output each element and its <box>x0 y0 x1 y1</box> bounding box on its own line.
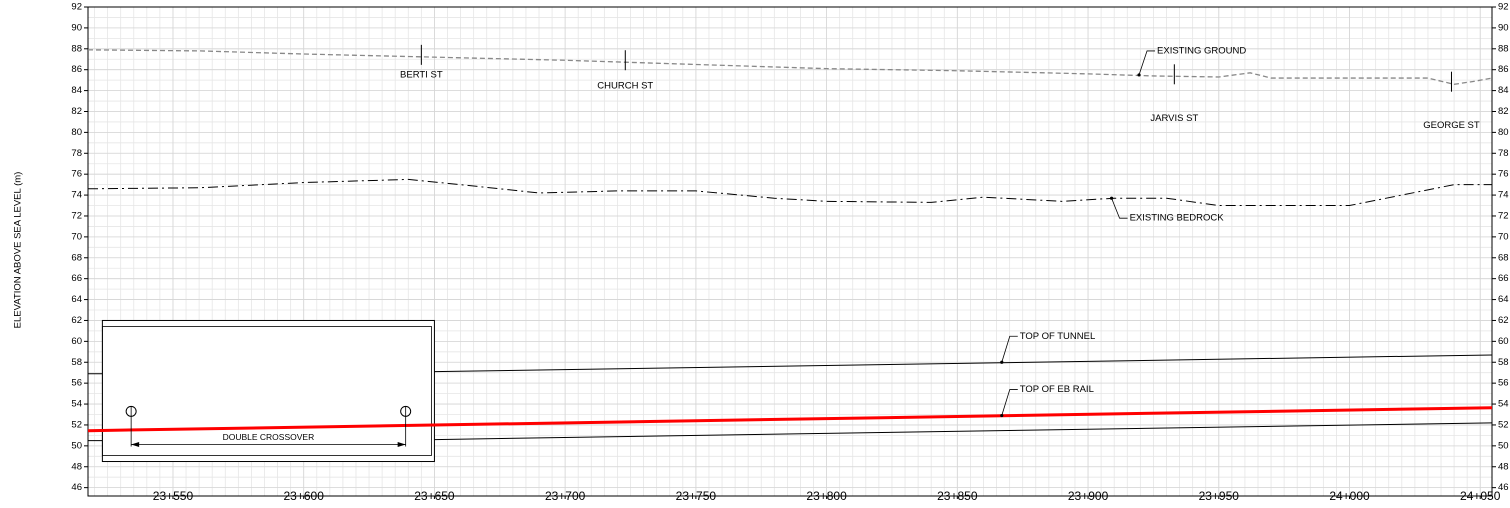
y-tick-label: 60 <box>1498 336 1509 347</box>
y-tick-label: 56 <box>1498 378 1509 389</box>
structure-label: DOUBLE CROSSOVER <box>223 432 315 442</box>
street-label: JARVIS ST <box>1150 113 1198 124</box>
y-tick-label: 52 <box>71 419 82 430</box>
series-line <box>87 178 1492 207</box>
y-tick-label: 90 <box>1498 22 1509 33</box>
y-tick-label: 86 <box>71 64 82 75</box>
leader-tip <box>1137 73 1141 77</box>
y-tick-label: 62 <box>1498 315 1509 326</box>
street-label: BERTI ST <box>400 69 443 80</box>
street-label: GEORGE ST <box>1423 120 1480 131</box>
y-tick-label: 46 <box>71 482 82 493</box>
y-tick-label: 82 <box>1498 106 1509 117</box>
y-tick-label: 58 <box>71 357 82 368</box>
y-tick-label: 82 <box>71 106 82 117</box>
leader <box>1138 50 1156 76</box>
arrow <box>397 442 406 448</box>
y-tick-label: 56 <box>71 378 82 389</box>
y-tick-label: 78 <box>1498 148 1509 159</box>
series-line <box>434 354 1493 373</box>
y-tick-label: 80 <box>1498 127 1509 138</box>
y-tick-label: 86 <box>1498 64 1509 75</box>
leader <box>1001 389 1018 416</box>
y-tick-label: 66 <box>1498 273 1509 284</box>
y-tick-label: 80 <box>71 127 82 138</box>
series-line <box>434 422 1493 441</box>
y-tick-label: 64 <box>1498 294 1509 305</box>
y-tick-label: 72 <box>1498 210 1509 221</box>
y-tick-label: 54 <box>71 399 82 410</box>
y-tick-label: 84 <box>1498 85 1509 96</box>
annotation: TOP OF EB RAIL <box>1020 384 1094 395</box>
y-tick-label: 74 <box>71 190 82 201</box>
y-tick-label: 52 <box>1498 419 1509 430</box>
crossover-inner <box>101 326 432 456</box>
y-tick-label: 72 <box>71 210 82 221</box>
y-tick-label: 64 <box>71 294 82 305</box>
y-tick-label: 92 <box>1498 2 1509 13</box>
y-tick-label: 68 <box>71 252 82 263</box>
y-tick-label: 88 <box>1498 43 1509 54</box>
y-tick-label: 48 <box>71 461 82 472</box>
y-tick-label: 48 <box>1498 461 1509 472</box>
y-tick-label: 70 <box>71 231 82 242</box>
annotation: EXISTING GROUND <box>1157 45 1246 56</box>
annotation: TOP OF TUNNEL <box>1020 331 1096 342</box>
y-tick-label: 54 <box>1498 399 1509 410</box>
leader-tip <box>1000 413 1004 418</box>
y-tick-label: 92 <box>71 2 82 13</box>
y-tick-label: 76 <box>1498 169 1509 180</box>
y-tick-label: 60 <box>71 336 82 347</box>
y-tick-label: 46 <box>1498 482 1509 493</box>
arrow <box>131 442 140 448</box>
series-line <box>87 49 1493 85</box>
y-tick-label: 74 <box>1498 190 1509 201</box>
y-tick-label: 68 <box>1498 252 1509 263</box>
series-line <box>87 406 1493 433</box>
plot-frame <box>87 6 1493 497</box>
y-tick-label: 70 <box>1498 231 1509 242</box>
y-tick-label: 50 <box>1498 440 1509 451</box>
leader <box>1001 335 1018 363</box>
leader-tip <box>1000 360 1004 364</box>
annotation: EXISTING BEDROCK <box>1130 213 1225 224</box>
y-tick-label: 62 <box>71 315 82 326</box>
y-tick-label: 88 <box>71 43 82 54</box>
y-tick-label: 76 <box>71 169 82 180</box>
leader <box>1111 198 1128 219</box>
leader-tip <box>1109 196 1114 200</box>
crossover-box <box>101 319 435 463</box>
y-axis-label: ELEVATION ABOVE SEA LEVEL (m) <box>13 172 24 329</box>
y-tick-label: 50 <box>71 440 82 451</box>
y-tick-label: 66 <box>71 273 82 284</box>
y-tick-label: 78 <box>71 148 82 159</box>
y-tick-label: 58 <box>1498 357 1509 368</box>
street-label: CHURCH ST <box>597 81 653 92</box>
y-tick-label: 84 <box>71 85 82 96</box>
y-tick-label: 90 <box>71 22 82 33</box>
